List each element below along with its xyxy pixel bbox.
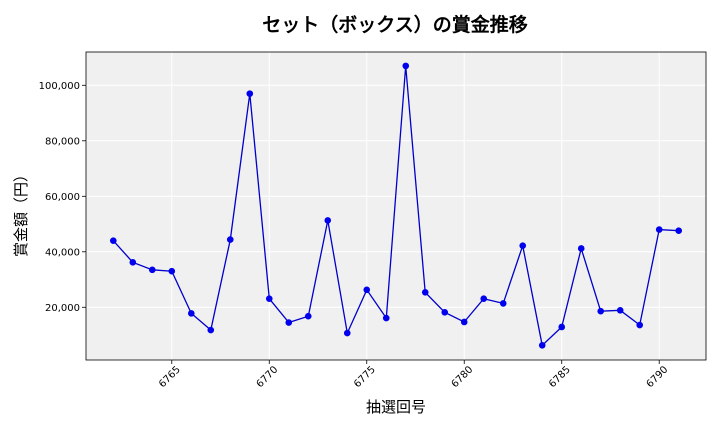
data-point [148,266,156,274]
data-point [519,242,527,249]
data-point [246,90,254,97]
data-point [499,300,507,307]
x-tick-label: 6780 [450,364,476,390]
gridlines [86,52,706,360]
x-axis-title: 抽選回号 [366,398,426,416]
data-point [343,329,351,337]
data-point [421,288,429,296]
y-axis-title: 賞金額（円） [12,167,30,257]
y-tick-label: 40,000 [45,247,80,258]
data-point [324,217,332,224]
data-point [480,295,488,302]
x-tick-label: 6765 [157,364,183,390]
data-point [616,307,624,314]
x-tick-label: 6790 [645,364,671,390]
plot-area [86,52,706,360]
data-point [675,227,683,234]
data-point [207,326,215,334]
x-axis: 6765 6770 6775 6780 6785 6790 [157,360,670,390]
y-tick-label: 60,000 [45,192,80,203]
data-point [109,237,117,244]
data-point [577,245,585,252]
chart-title: セット（ボックス）の賞金推移 [262,13,527,36]
plot-frame [85,51,707,361]
data-point [129,259,137,266]
series-group [109,62,683,349]
data-point [460,318,468,326]
data-point [187,310,195,317]
data-point [265,295,273,302]
data-point [538,341,546,349]
data-point [363,286,371,294]
data-point [226,236,234,243]
series-line [112,65,679,347]
x-tick-label: 6775 [352,364,378,390]
x-tick-label: 6770 [255,364,281,390]
data-point [382,314,390,322]
data-point [285,319,293,326]
data-point [441,308,449,316]
data-point [402,62,410,70]
x-tick-label: 6785 [547,364,573,390]
y-tick-label: 80,000 [45,136,80,147]
y-axis: 20,000 40,000 60,000 80,000 100,000 [39,51,707,361]
data-point [597,307,605,315]
data-point [636,321,644,329]
data-point [304,312,312,320]
data-point [168,267,176,275]
y-tick-label: 100,000 [39,81,80,92]
data-point [558,323,566,331]
data-point [655,226,663,233]
y-tick-label: 20,000 [45,303,80,314]
